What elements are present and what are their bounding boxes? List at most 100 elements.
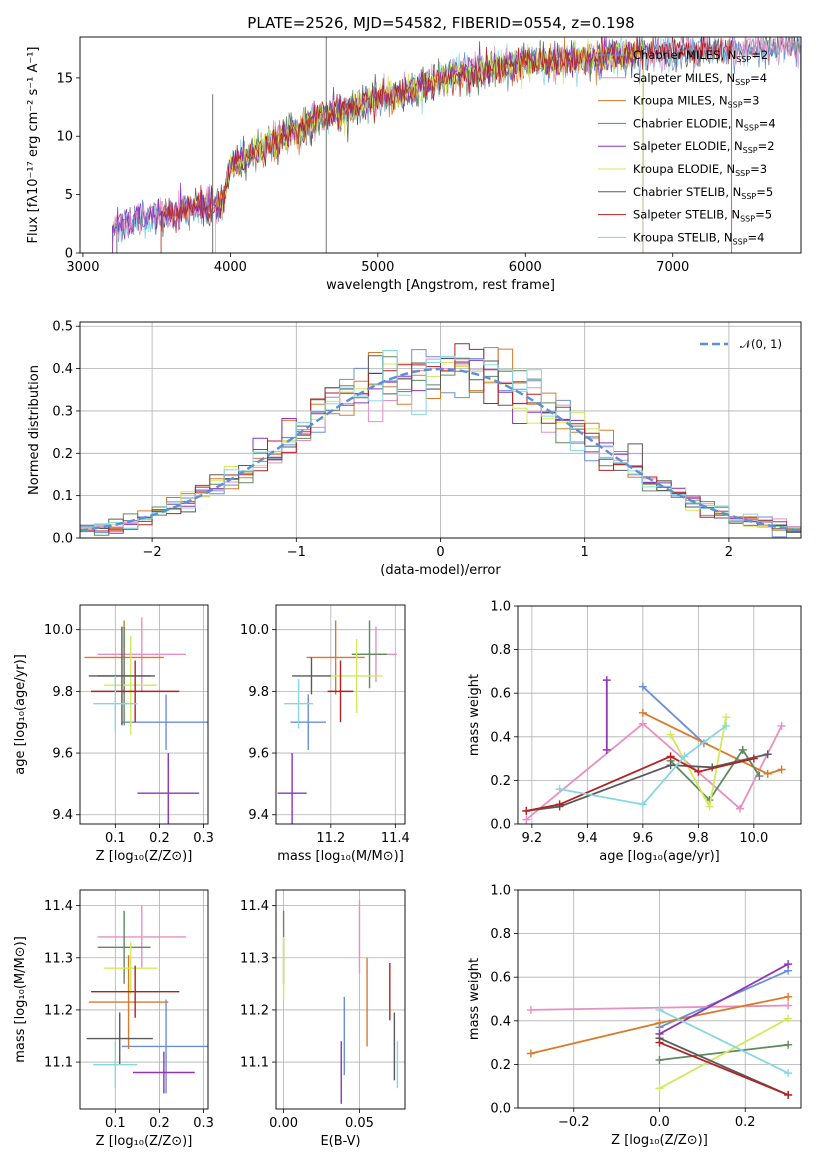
legend-label-suffix: =4 [750,71,767,85]
spectrum-line-salpeter_stelib [160,37,733,253]
weight-marker-salpeter_elodie [602,745,611,754]
weight-marker-salpeter_elodie [602,676,611,685]
y-tick-label: 0.0 [490,818,511,833]
y-tick-label: 0.4 [490,1014,511,1029]
legend-label-normal: 𝒩(0, 1) [740,337,782,351]
x-axis-label: age [log₁₀(age/yr)] [599,849,720,864]
plot-frame [517,889,802,1109]
weight-marker-kroupa_stelib [638,800,647,809]
weight-marker-chabrier_stelib [763,750,772,759]
y-tick-label: 0.5 [52,320,73,335]
legend-label-sub: SSP [735,169,750,178]
y-tick-label: 0.1 [52,489,73,504]
x-axis-label: Z [log₁₀(Z/Z⊙)] [611,1133,708,1148]
y-tick-label: 0.6 [490,971,511,986]
y-tick-label: 11.1 [240,1056,269,1071]
weight_vs_age-axes: 9.2 9.4 9.6 9.8 10.0 0.0 0.2 0.4 0.6 0.8 1.0 age [l… [467,600,802,864]
plot-frame [79,36,802,254]
weight-marker-kroupa_stelib [655,1005,664,1014]
x-tick-label: −2 [143,545,162,560]
y-axis-label: mass [log₁₀(M/M⊙)] [13,936,28,1063]
weight-marker-kroupa_miles [638,708,647,717]
x-tick-label: 0.3 [193,1116,214,1131]
plot-frame [275,604,406,825]
mass_vs_Z-plot-area [86,905,208,1094]
residuals-plot-area [80,343,801,538]
legend-label-suffix: =3 [743,94,760,108]
y-tick-label: 10.0 [44,623,73,638]
y-tick-label: 0.8 [490,643,511,658]
legend-label-suffix: =2 [758,139,775,153]
x-axis-label: wavelength [Angstrom, rest frame] [326,278,555,293]
weight-marker-kroupa_miles [784,992,793,1001]
x-tick-label: 6000 [509,260,542,275]
y-tick-label: 11.4 [240,899,269,914]
legend-label-sub: SSP [740,215,755,224]
y-tick-label: 10 [56,130,73,145]
weight-marker-salpeter_stelib [784,1090,793,1099]
histogram-kroupa_stelib [80,350,801,534]
residuals-axes: −2 −1 0 1 2 0.0 0.1 0.2 0.3 0.4 0.5 (data-model)/er… [27,320,802,578]
legend-label-kroupa_elodie: Kroupa ELODIE, NSSP=3 [633,162,767,178]
weight-marker-salpeter_elodie [784,960,793,969]
plot-frame [275,889,406,1110]
x-tick-label: 0.2 [149,1116,170,1131]
weight-marker-salpeter_stelib [522,806,531,815]
x-tick-label: 0.2 [149,831,170,846]
y-tick-label: 0.2 [490,1058,511,1073]
weight-marker-kroupa_elodie [784,1014,793,1023]
x-axis-label: mass [log₁₀(M/M⊙)] [277,849,404,864]
weight-marker-kroupa_elodie [655,1084,664,1093]
x-tick-label: 0.1 [105,831,126,846]
legend-label-chabrier_miles: Chabrier MILES, NSSP=2 [633,48,768,64]
x-tick-label: 10.0 [739,831,768,846]
spectrum-plot-area [112,37,801,253]
weight-marker-chabrier_miles [638,682,647,691]
x-tick-label: 0.0 [649,1115,670,1130]
legend-label-sub: SSP [736,55,751,64]
y-tick-label: 0.6 [490,687,511,702]
spectrum-axes: 3000 4000 5000 6000 7000 0 5 10 15 wavelength [An… [26,14,802,293]
age_vs_mass-axes: 11.2 11.4 9.4 9.6 9.8 10.0 mass [log₁₀(M/M⊙)] [240,604,410,864]
weight-marker-chabrier_elodie [655,1056,664,1065]
weight-line-kroupa_elodie [659,1017,789,1090]
histogram-kroupa_elodie [80,362,801,532]
x-tick-label: 11.4 [381,831,410,846]
y-tick-label: 11.2 [44,1003,73,1018]
weight-line-chabrier_elodie [659,1043,789,1061]
weight_vs_Z-plot-area [526,960,793,1099]
y-tick-label: 0.0 [52,532,73,547]
legend-label-suffix: =4 [748,230,765,244]
legend-label-salpeter_elodie: Salpeter ELODIE, NSSP=2 [633,139,775,155]
legend-label-sub: SSP [743,146,758,155]
normal-curve [80,367,801,532]
y-tick-label: 5 [65,188,73,203]
weight-marker-salpeter_miles [522,815,531,824]
legend-label-text: Salpeter MILES, N [633,71,735,85]
legend-label-suffix: =5 [756,185,773,199]
y-tick-label: 9.6 [248,747,269,762]
y-axis-label: age [log₁₀(age/yr)] [13,654,28,775]
weight-line-salpeter_stelib [659,1041,789,1096]
mass_vs_Z-axes: 0.1 0.2 0.3 11.1 11.2 11.3 11.4 Z [log₁₀(Z/Z⊙)]… [13,889,214,1149]
y-tick-label: 0.2 [490,774,511,789]
legend-label-suffix: =2 [751,48,768,62]
y-axis-label: Flux [fλ10⁻¹⁷ erg cm⁻² s⁻¹ A⁻¹] [26,47,41,244]
x-tick-label: 9.8 [688,831,709,846]
legend-label-kroupa_miles: Kroupa MILES, NSSP=3 [633,94,759,110]
x-axis-label: E(B-V) [320,1134,360,1149]
legend-label-salpeter_stelib: Salpeter STELIB, NSSP=5 [633,208,772,224]
x-tick-label: 9.4 [577,831,598,846]
weight-marker-salpeter_stelib [694,767,703,776]
legend-label-chabrier_elodie: Chabrier ELODIE, NSSP=4 [633,116,776,132]
y-tick-label: 0 [65,247,73,262]
x-tick-label: 2 [725,545,733,560]
weight-marker-chabrier_elodie [784,1040,793,1049]
weight-marker-kroupa_elodie [705,802,714,811]
mass_vs_ebv-plot-area [282,900,399,1104]
x-tick-label: 0.05 [345,1116,374,1131]
weight-marker-salpeter_stelib [666,752,675,761]
y-tick-label: 11.3 [44,951,73,966]
